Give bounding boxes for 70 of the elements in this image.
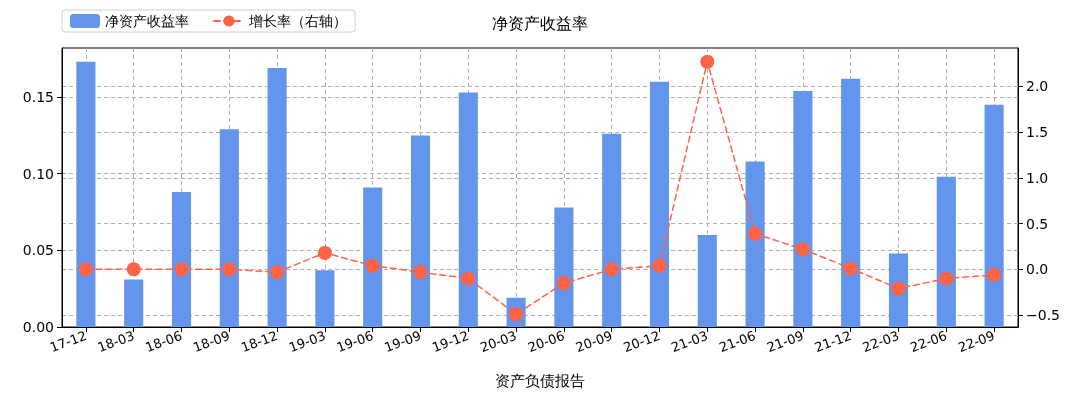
x-tick-label: 19-06 — [334, 327, 376, 355]
y-tick-label: 0.05 — [22, 242, 54, 259]
x-tick-label: 21-03 — [669, 327, 710, 355]
bar — [649, 81, 670, 327]
x-axis-title: 资产负债报告 — [495, 371, 585, 390]
bar — [171, 192, 192, 327]
point — [365, 258, 380, 273]
bar — [315, 270, 335, 327]
x-tick-label: 20-12 — [621, 327, 663, 355]
bar — [219, 129, 239, 327]
point — [843, 261, 858, 276]
y-tick-label: 0.00 — [22, 319, 54, 335]
point — [78, 262, 93, 277]
bar — [410, 135, 431, 327]
bar — [363, 187, 383, 327]
point — [270, 265, 285, 280]
bar — [697, 235, 717, 327]
point — [987, 267, 1002, 282]
point — [652, 258, 667, 273]
point — [891, 281, 906, 296]
x-tick-label: 19-12 — [430, 327, 471, 355]
bar — [554, 207, 574, 327]
point — [174, 262, 189, 277]
x-tick-label: 22-03 — [860, 327, 902, 355]
x-tick-label: 18-12 — [239, 327, 280, 355]
y-tick-label: 0.10 — [22, 165, 54, 182]
x-tick-label: 21-12 — [812, 327, 854, 355]
point — [413, 265, 428, 280]
bar — [267, 67, 287, 327]
point — [126, 262, 141, 277]
y2-tick-label: −0.5 — [1026, 307, 1060, 324]
y-tick-label: 0.15 — [22, 89, 54, 106]
x-tick-label: 21-09 — [764, 327, 806, 355]
y2-tick-label: 0.0 — [1026, 261, 1049, 278]
point — [604, 262, 619, 277]
chart-title: 净资产收益率 — [492, 13, 588, 33]
bar — [793, 90, 813, 327]
x-tick-label: 22-09 — [956, 327, 997, 355]
x-tick-label: 20-06 — [525, 327, 567, 355]
x-tick-label: 20-03 — [478, 327, 519, 355]
legend-label: 增长率（右轴） — [248, 13, 347, 29]
y2-tick-label: 1.5 — [1026, 124, 1049, 141]
point — [795, 242, 810, 257]
y2-tick-label: 0.5 — [1026, 215, 1049, 232]
bar — [841, 78, 861, 327]
bar — [602, 133, 622, 327]
legend-label: 净资产收益率 — [105, 13, 189, 29]
point — [461, 271, 476, 286]
point — [700, 54, 715, 69]
bar — [124, 279, 144, 327]
x-tick-label: 19-09 — [382, 327, 424, 355]
x-tick-label: 18-06 — [143, 327, 185, 355]
bar — [745, 161, 765, 327]
x-tick-label: 19-03 — [286, 327, 328, 355]
point — [939, 271, 954, 286]
y2-tick-label: 2.0 — [1026, 78, 1049, 95]
bar — [984, 104, 1004, 327]
x-tick-label: 22-06 — [908, 327, 949, 355]
point — [748, 226, 763, 241]
x-tick-label: 20-09 — [573, 327, 615, 355]
point — [556, 276, 571, 291]
x-tick-label: 18-03 — [95, 327, 137, 355]
point — [317, 245, 332, 260]
bar — [936, 176, 956, 327]
x-tick-label: 21-06 — [717, 327, 758, 355]
bar — [76, 61, 96, 327]
y2-tick-label: 1.0 — [1026, 169, 1049, 186]
point — [222, 262, 237, 277]
x-tick-label: 18-09 — [191, 327, 232, 355]
bar — [458, 92, 478, 327]
